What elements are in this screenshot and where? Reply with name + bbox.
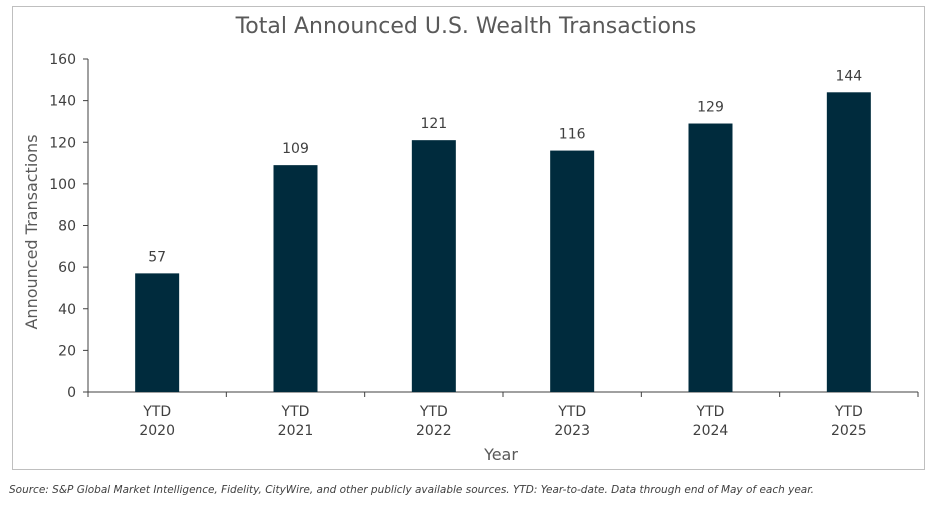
- x-tick-label: 2023: [554, 423, 590, 439]
- x-tick-label: 2021: [278, 423, 314, 439]
- y-tick-label: 20: [58, 343, 76, 359]
- x-tick-label: YTD: [419, 404, 448, 420]
- y-tick-label: 0: [67, 385, 76, 401]
- bar-value-label: 121: [420, 116, 447, 132]
- bar: [688, 123, 733, 393]
- x-tick-label: 2024: [693, 423, 729, 439]
- y-tick-label: 80: [58, 219, 76, 235]
- y-tick-label: 100: [49, 177, 76, 193]
- bar-value-label: 109: [282, 141, 309, 157]
- y-axis-title: Announced Transactions: [22, 134, 41, 329]
- bar-value-label: 116: [559, 127, 586, 143]
- bar-value-label: 144: [835, 68, 862, 84]
- bar: [826, 92, 871, 393]
- y-tick-label: 40: [58, 302, 76, 318]
- x-axis-title: Year: [483, 445, 518, 464]
- bar: [135, 273, 180, 392]
- x-tick-label: YTD: [696, 404, 725, 420]
- y-tick-label: 140: [49, 94, 76, 110]
- bar: [411, 140, 456, 392]
- chart-title: Total Announced U.S. Wealth Transactions: [235, 14, 697, 39]
- chart-svg: Total Announced U.S. Wealth Transactions…: [22, 14, 919, 464]
- x-tick-label: YTD: [557, 404, 586, 420]
- x-tick-label: 2020: [139, 423, 175, 439]
- bar-value-label: 129: [697, 100, 724, 116]
- bar: [550, 150, 595, 392]
- plot-area: 0 20 40 60 80 100 120 140 160 57 YTD 2020 109 YTD 2021…: [49, 52, 919, 439]
- bar: [273, 165, 318, 392]
- x-tick-label: YTD: [281, 404, 310, 420]
- y-tick-label: 120: [49, 135, 76, 151]
- bar-value-label: 57: [148, 249, 166, 265]
- x-tick-label: 2022: [416, 423, 452, 439]
- x-tick-label: YTD: [834, 404, 863, 420]
- source-note: Source: S&P Global Market Intelligence, …: [9, 484, 814, 496]
- y-tick-label: 60: [58, 260, 76, 276]
- x-tick-label: YTD: [142, 404, 171, 420]
- x-tick-label: 2025: [831, 423, 867, 439]
- y-tick-label: 160: [49, 52, 76, 68]
- chart-frame: Total Announced U.S. Wealth Transactions…: [12, 6, 925, 470]
